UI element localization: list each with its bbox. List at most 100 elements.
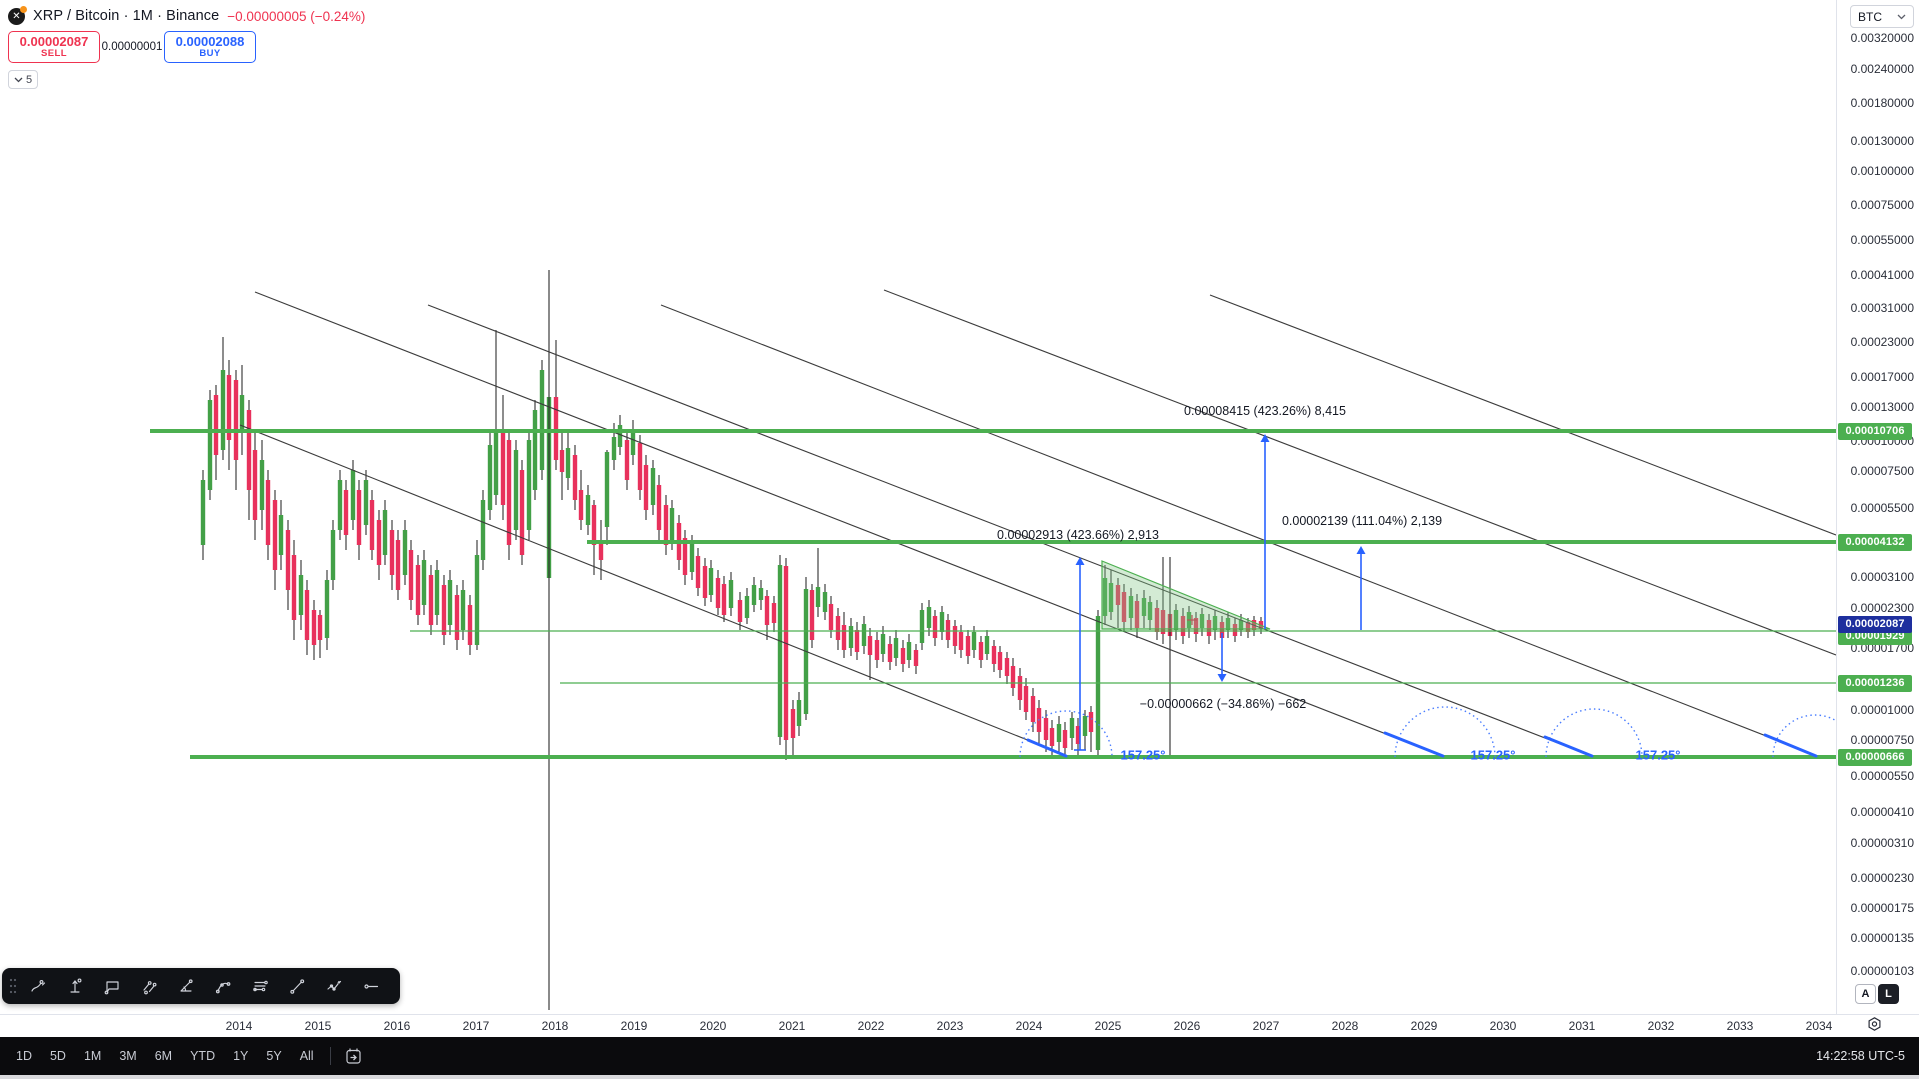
candle (285, 530, 291, 590)
candle (1056, 724, 1062, 742)
candle (1023, 686, 1029, 712)
candle (764, 596, 770, 625)
range-button-1m[interactable]: 1M (83, 1049, 102, 1063)
horizontal-ray-icon[interactable] (353, 971, 390, 1001)
footer-divider (329, 1047, 331, 1065)
candle (1173, 610, 1179, 630)
price-axis[interactable]: BTC A L 0.00320000 0.00240000 0.00180000 0.… (1836, 0, 1919, 1014)
range-button-1d[interactable]: 1D (16, 1049, 32, 1063)
notification-dot-icon (20, 5, 27, 13)
candle (669, 508, 675, 540)
candle (1199, 614, 1205, 628)
range-button-ytd[interactable]: YTD (190, 1049, 216, 1063)
candle (663, 505, 669, 545)
range-button-all[interactable]: All (299, 1049, 314, 1063)
candle (363, 480, 369, 525)
candle (815, 587, 821, 607)
candle (1108, 583, 1114, 612)
candle (220, 370, 226, 450)
date-range-switcher: 1D 5D 1M 3M 6M YTD 1Y 5Y All (0, 1045, 322, 1067)
price-tick: 0.00320000 (1850, 31, 1914, 45)
candle (553, 397, 559, 460)
candle (1193, 618, 1199, 634)
descending-trendline (239, 424, 1071, 758)
candle (919, 610, 925, 643)
candle (493, 430, 499, 495)
candle (624, 440, 630, 480)
buy-button[interactable]: 0.00002088 BUY (164, 31, 256, 63)
symbol-title[interactable]: XRP / Bitcoin · 1M · Binance (33, 8, 220, 24)
candle (611, 437, 617, 460)
candle (428, 575, 434, 625)
candle (272, 500, 278, 570)
candle (213, 395, 219, 455)
price-tick: 0.00000135 (1850, 931, 1914, 945)
price-tick: 0.00002300 (1850, 601, 1914, 615)
descending-trendline (427, 304, 1595, 758)
callout-icon[interactable] (94, 971, 131, 1001)
candle (487, 445, 493, 510)
candle (809, 590, 815, 640)
candle (617, 425, 623, 447)
log-scale-button[interactable]: L (1878, 984, 1899, 1004)
drag-handle-icon[interactable] (6, 975, 20, 997)
sell-label: SELL (41, 47, 67, 59)
axis-settings-gear-icon[interactable] (1866, 1016, 1883, 1038)
candle (532, 410, 538, 490)
year-label: 2022 (857, 1019, 885, 1033)
angle-segment (1383, 731, 1445, 758)
level-price-label: 0.00001236 (1838, 674, 1912, 692)
range-button-1y[interactable]: 1Y (233, 1049, 249, 1063)
candle (1141, 598, 1147, 616)
price-tick: 0.00000103 (1850, 964, 1914, 978)
price-tick: 0.00100000 (1850, 164, 1914, 178)
polyline-icon[interactable] (316, 971, 353, 1001)
candle (1134, 601, 1140, 628)
candle (1128, 596, 1134, 618)
candle (337, 480, 343, 530)
currency-dropdown[interactable]: BTC (1850, 5, 1914, 28)
candle (971, 632, 977, 650)
spread-value: 0.00000001 (101, 41, 163, 53)
drawings-count-toggle[interactable]: 5 (8, 70, 38, 89)
candle (1049, 728, 1055, 746)
auto-scale-button[interactable]: A (1855, 984, 1876, 1004)
candle (991, 646, 997, 664)
price-tick: 0.00000550 (1850, 769, 1914, 783)
candle (682, 538, 688, 575)
price-tick: 0.00130000 (1850, 134, 1914, 148)
candle (1082, 716, 1088, 736)
price-range-icon[interactable] (57, 971, 94, 1001)
range-button-6m[interactable]: 6M (154, 1049, 173, 1063)
trend-line-icon[interactable] (279, 971, 316, 1001)
range-button-5y[interactable]: 5Y (266, 1049, 282, 1063)
last-price-label: 0.00002087 (1838, 615, 1912, 633)
parallel-lines-icon[interactable] (242, 971, 279, 1001)
time-axis[interactable]: 2014 2015 2016 2017 2018 2019 2020 2021 2022 2023… (0, 1014, 1919, 1038)
brush-icon[interactable] (20, 971, 57, 1001)
clock-time[interactable]: 14:22:58 UTC-5 (1816, 1049, 1905, 1063)
candle (506, 440, 512, 545)
year-label: 2017 (462, 1019, 490, 1033)
buy-label: BUY (199, 47, 221, 59)
trend-angle-icon[interactable] (168, 971, 205, 1001)
price-tick: 0.00000410 (1850, 805, 1914, 819)
goto-date-icon[interactable] (339, 1041, 369, 1071)
cross-line-icon[interactable] (131, 971, 168, 1001)
range-button-5d[interactable]: 5D (49, 1049, 66, 1063)
measure-arrow-head (1356, 546, 1366, 554)
arc-icon[interactable] (205, 971, 242, 1001)
angle-segment (1026, 738, 1068, 758)
candle (848, 626, 854, 648)
currency-label: BTC (1858, 9, 1882, 24)
range-button-3m[interactable]: 3M (119, 1049, 137, 1063)
sell-price: 0.00002087 (19, 34, 89, 50)
candle (945, 620, 951, 640)
candle (721, 584, 727, 615)
price-tick: 0.00180000 (1850, 96, 1914, 110)
sell-button[interactable]: 0.00002087 SELL (8, 31, 100, 63)
measure-arrow-head (1075, 557, 1085, 565)
candle (984, 636, 990, 654)
